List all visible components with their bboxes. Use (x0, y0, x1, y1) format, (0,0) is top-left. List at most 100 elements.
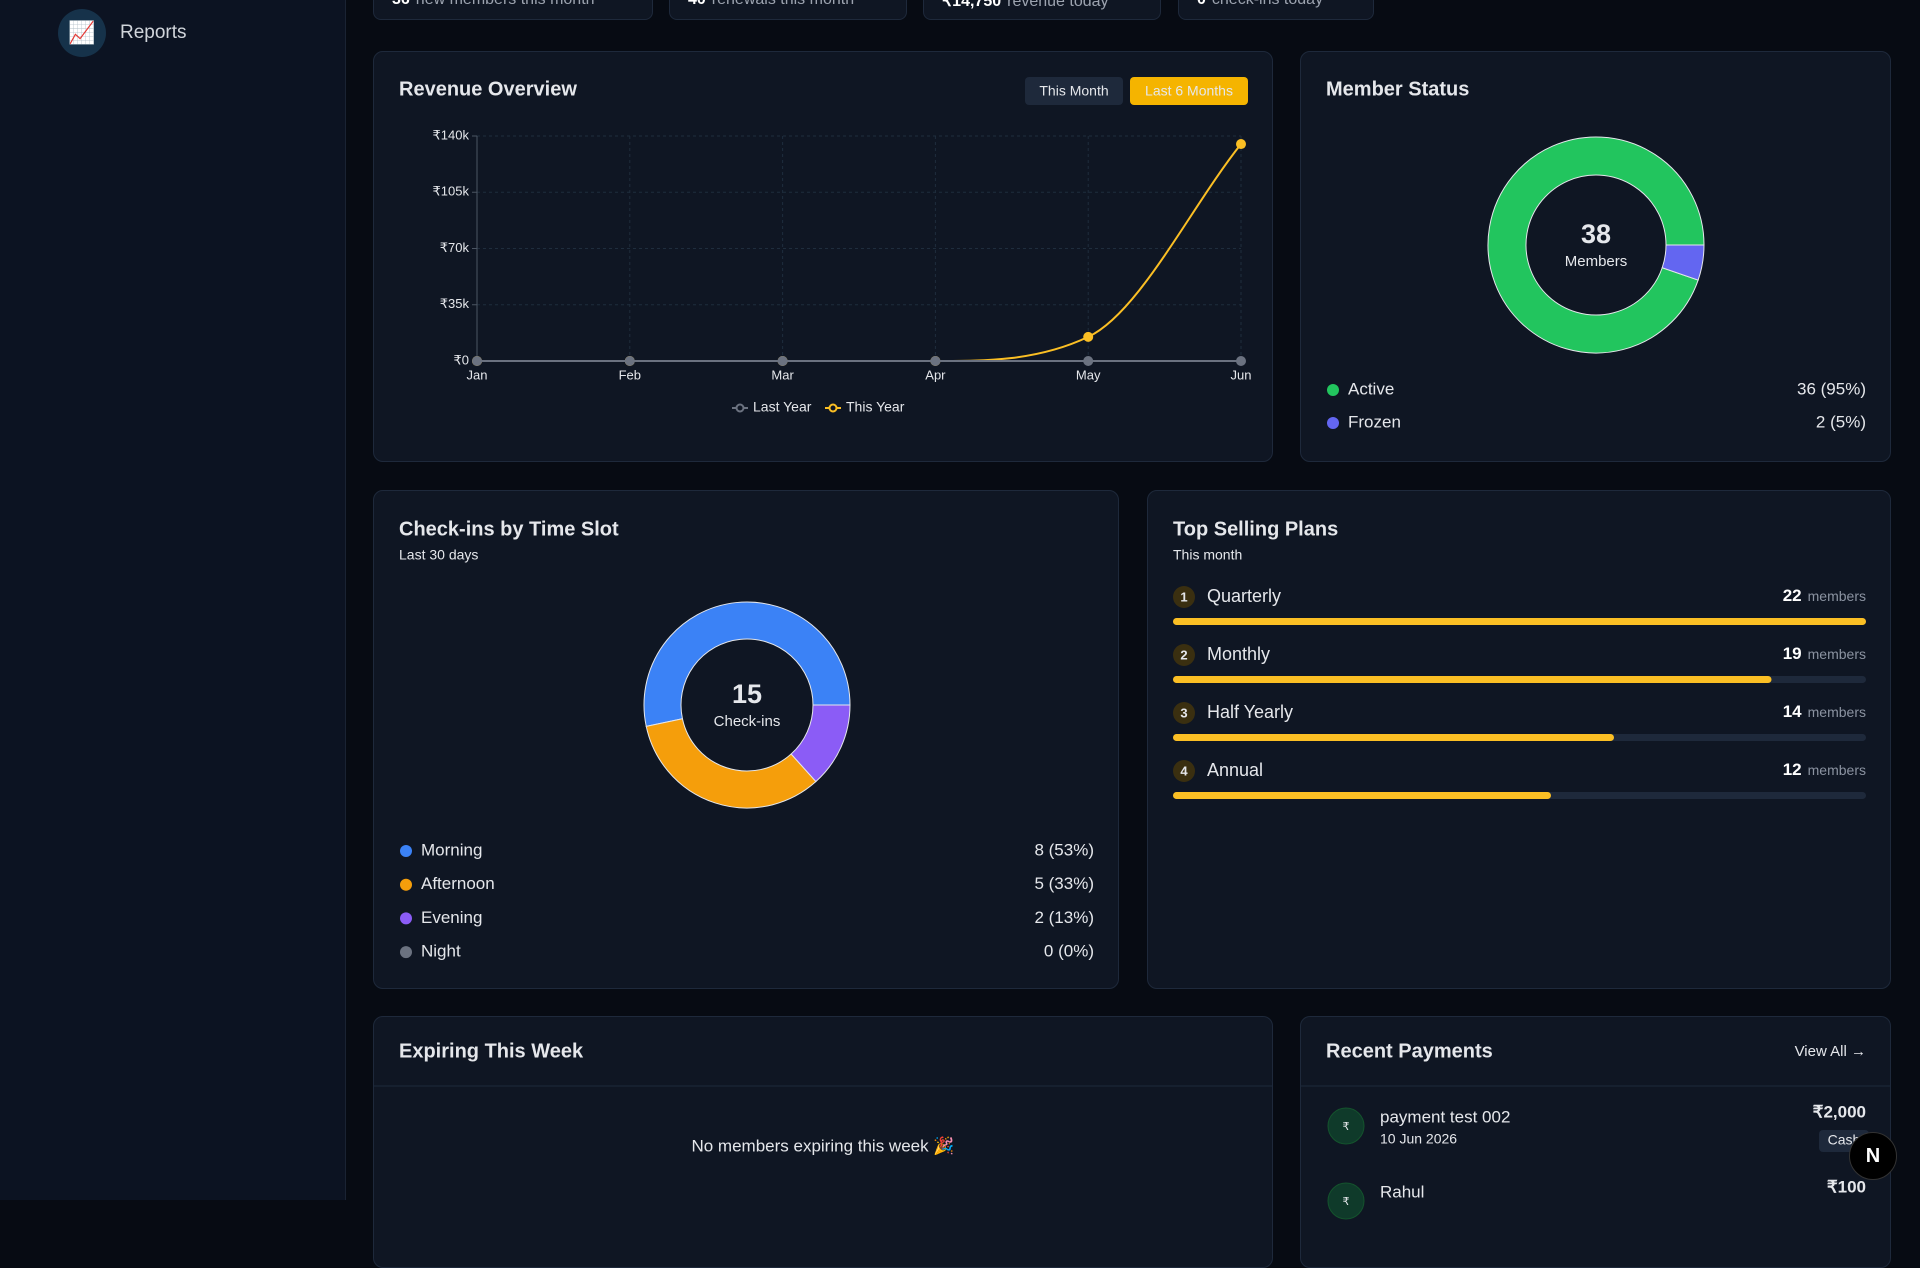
y-tick-label: ₹35k (440, 296, 470, 311)
center-label: Members (1565, 253, 1628, 270)
dev-badge[interactable]: N (1849, 1132, 1897, 1180)
card-title: Recent Payments (1326, 1040, 1493, 1062)
point (777, 356, 788, 366)
y-tick-label: ₹70k (440, 240, 470, 255)
plan-count-unit: members (1808, 588, 1866, 604)
plan-count-value: 22 (1783, 586, 1802, 605)
legend-label: This Year (846, 399, 905, 415)
y-tick-label: ₹105k (433, 184, 470, 199)
plan-count-value: 19 (1783, 644, 1802, 663)
nav-label: Reports (120, 22, 187, 43)
legend-label: Frozen (1348, 412, 1401, 431)
legend-label: Morning (421, 840, 482, 859)
legend-value: 8 (53%) (1034, 840, 1094, 859)
plan-count: 19 members (1783, 644, 1866, 663)
nav-item[interactable]: 📈 Reports (58, 9, 187, 57)
card-title: Member Status (1326, 78, 1469, 100)
x-tick-label: Jun (1231, 367, 1252, 382)
payment-name: payment test 002 (1380, 1107, 1510, 1126)
revenue-chart: Revenue Overview This Month Last 6 Months ₹… (399, 77, 1252, 415)
rank-label: 2 (1180, 647, 1187, 662)
plan-count-unit: members (1808, 704, 1866, 720)
center-value: 15 (732, 679, 762, 709)
bar (1173, 618, 1866, 625)
point (624, 356, 635, 366)
card-title: Top Selling Plans (1173, 518, 1338, 540)
card-title: Expiring This Week (399, 1040, 584, 1062)
x-tick-label: Mar (771, 367, 794, 382)
card-subtitle: Last 30 days (399, 547, 478, 563)
revenue-card: Revenue Overview This Month Last 6 Months ₹… (373, 51, 1273, 462)
expiring-card: Expiring This Week No members expiring th… (373, 1016, 1273, 1268)
x-tick-label: May (1076, 367, 1101, 382)
expiring-panel: Expiring This Week No members expiring th… (374, 1040, 1272, 1156)
center-value: 38 (1581, 219, 1611, 249)
stat-label: revenue today (1007, 0, 1109, 10)
member-status-card: Member Status 38 Members Active 36 (95%) Froz… (1300, 51, 1891, 462)
bar (1173, 676, 1772, 683)
point (1083, 356, 1094, 366)
bar (1173, 734, 1614, 741)
legend-label: Afternoon (421, 874, 495, 893)
stat-value: ₹14,750 (942, 0, 1002, 10)
legend-dot (400, 878, 412, 891)
range-button-label[interactable]: This Month (1039, 83, 1108, 99)
plan-name: Monthly (1207, 644, 1270, 664)
payments-card: Recent Payments View All → ₹ payment test 0… (1300, 1016, 1891, 1268)
card-title: Check-ins by Time Slot (399, 518, 619, 540)
rank-label: 1 (1180, 589, 1187, 604)
stat-value: 36 (392, 0, 410, 8)
plans-chart: Top Selling Plans This month 1 Quarterly 22 m… (1173, 518, 1866, 799)
rank-badge (1173, 644, 1195, 666)
series-line (477, 143, 1242, 363)
payment-icon-symbol: ₹ (1343, 1121, 1350, 1133)
stat-label: new members this month (416, 0, 595, 8)
legend-dot (400, 912, 412, 925)
checkins-chart: Check-ins by Time Slot Last 30 days 15 Chec… (399, 518, 1094, 961)
stat-label: renewals this month (712, 0, 854, 8)
rank-badge (1173, 702, 1195, 724)
nav-icon: 📈 (58, 9, 106, 57)
plan-count-unit: members (1808, 646, 1866, 662)
legend-dot (400, 845, 412, 857)
legend-label: Last Year (753, 399, 812, 415)
payment-icon (1327, 1107, 1365, 1145)
x-tick-label: Jan (467, 367, 488, 382)
legend-value: 2 (13%) (1034, 908, 1094, 927)
legend-icon (828, 403, 838, 413)
payment-name: Rahul (1380, 1182, 1424, 1201)
plan-name: Half Yearly (1207, 702, 1293, 722)
plan-name: Annual (1207, 760, 1263, 780)
plan-count: 22 members (1783, 586, 1866, 605)
rank-label: 3 (1180, 705, 1187, 720)
range-button[interactable] (1025, 77, 1123, 105)
y-tick-label: ₹140k (433, 127, 470, 142)
view-all-link[interactable]: View All → (1795, 1043, 1866, 1060)
stat-chip: ₹14,750 revenue today (923, 0, 1161, 20)
point (1236, 139, 1246, 150)
legend-value: 5 (33%) (1034, 874, 1094, 893)
stat-label: check-ins today (1212, 0, 1323, 8)
range-button[interactable] (1130, 77, 1248, 105)
y-tick-label: ₹0 (453, 352, 469, 367)
plan-count-value: 12 (1783, 760, 1802, 779)
legend-value: 36 (95%) (1797, 379, 1866, 398)
sidebar: 📈 Reports (0, 0, 346, 1200)
legend-value: 0 (0%) (1044, 942, 1094, 961)
payment-amount: ₹2,000 (1813, 1102, 1866, 1121)
payment-date: 10 Jun 2026 (1380, 1131, 1457, 1147)
checkins-card: Check-ins by Time Slot Last 30 days 15 Chec… (373, 490, 1119, 989)
stat-value: 0 (1197, 0, 1206, 8)
legend-dot (1327, 384, 1339, 396)
point (1083, 331, 1094, 342)
range-button-label[interactable]: Last 6 Months (1145, 83, 1233, 99)
legend-value: 2 (5%) (1816, 412, 1866, 431)
donut-slice (790, 704, 851, 783)
plan-count-value: 14 (1783, 702, 1802, 721)
payment-amount: ₹100 (1827, 1177, 1866, 1196)
donut-slice (1661, 244, 1705, 281)
stat-chip: 40 renewals this month (669, 0, 907, 20)
legend-label: Active (1348, 379, 1394, 398)
payment-icon-symbol: ₹ (1343, 1196, 1350, 1208)
